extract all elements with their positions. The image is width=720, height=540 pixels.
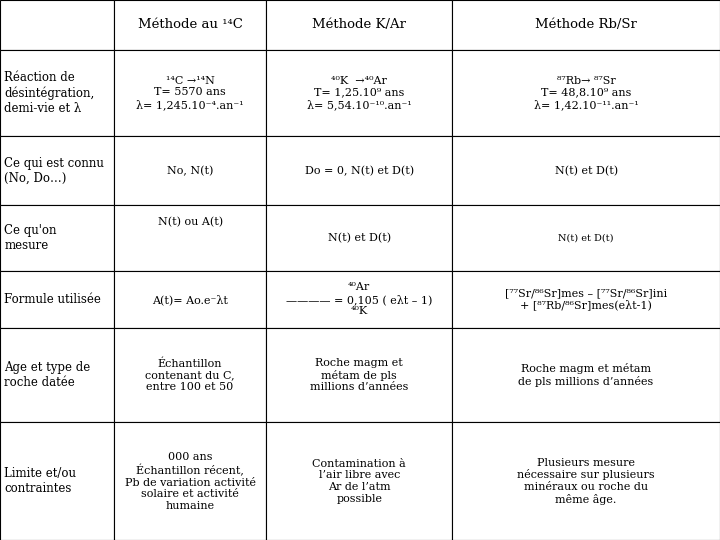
Text: N(t) et D(t): N(t) et D(t): [554, 165, 618, 176]
Text: Méthode au ¹⁴C: Méthode au ¹⁴C: [138, 18, 243, 31]
Text: 000 ans
Échantillon récent,
Pb de variation activité
solaire et activité
humaine: 000 ans Échantillon récent, Pb de variat…: [125, 451, 256, 511]
Bar: [0, 50, 114, 136]
Text: ⁴⁰Ar
———— = 0,105 ( eλt – 1)
⁴⁰K: ⁴⁰Ar ———— = 0,105 ( eλt – 1) ⁴⁰K: [286, 282, 433, 316]
Text: Formule utilisée: Formule utilisée: [4, 293, 102, 306]
Text: Plusieurs mesure
nécessaire sur plusieurs
minéraux ou roche du
même âge.: Plusieurs mesure nécessaire sur plusieur…: [517, 457, 655, 505]
Text: Limite et/ou
contraintes: Limite et/ou contraintes: [4, 467, 76, 495]
Bar: [452, 271, 720, 328]
Bar: [114, 328, 266, 422]
Bar: [0, 271, 114, 328]
Text: Méthode K/Ar: Méthode K/Ar: [312, 18, 406, 31]
Text: [⁷⁷Sr/⁸⁶Sr]mes – [⁷⁷Sr/⁸⁶Sr]ini
+ [⁸⁷Rb/⁸⁶Sr]mes(eλt-1): [⁷⁷Sr/⁸⁶Sr]mes – [⁷⁷Sr/⁸⁶Sr]ini + [⁸⁷Rb/…: [505, 288, 667, 310]
Bar: [452, 136, 720, 205]
Bar: [266, 205, 452, 271]
Bar: [266, 136, 452, 205]
Text: No, N(t): No, N(t): [167, 165, 213, 176]
Bar: [114, 0, 266, 50]
Bar: [0, 0, 114, 50]
Text: Roche magm et
métam de pls
millions d’années: Roche magm et métam de pls millions d’an…: [310, 358, 408, 392]
Bar: [452, 50, 720, 136]
Bar: [0, 422, 114, 540]
Text: Réaction de
désintégration,
demi-vie et λ: Réaction de désintégration, demi-vie et …: [4, 71, 94, 114]
Text: N(t) et D(t): N(t) et D(t): [558, 234, 614, 242]
Text: Age et type de
roche datée: Age et type de roche datée: [4, 361, 91, 389]
Text: N(t) et D(t): N(t) et D(t): [328, 233, 391, 244]
Bar: [0, 136, 114, 205]
Bar: [266, 0, 452, 50]
Text: ⁸⁷Rb→ ⁸⁷Sr
T= 48,8.10⁹ ans
λ= 1,42.10⁻¹¹.an⁻¹: ⁸⁷Rb→ ⁸⁷Sr T= 48,8.10⁹ ans λ= 1,42.10⁻¹¹…: [534, 76, 639, 110]
Bar: [452, 205, 720, 271]
Text: Roche magm et métam
de pls millions d’années: Roche magm et métam de pls millions d’an…: [518, 363, 654, 387]
Bar: [266, 271, 452, 328]
Text: Échantillon
contenant du C,
entre 100 et 50: Échantillon contenant du C, entre 100 et…: [145, 358, 235, 392]
Text: Contamination à
l’air libre avec
Ar de l’atm
possible: Contamination à l’air libre avec Ar de l…: [312, 459, 406, 503]
Bar: [266, 422, 452, 540]
Bar: [0, 328, 114, 422]
Text: Ce qui est connu
(No, Do…): Ce qui est connu (No, Do…): [4, 157, 104, 185]
Bar: [452, 0, 720, 50]
Text: A(t)= Ao.e⁻λt: A(t)= Ao.e⁻λt: [152, 294, 228, 305]
Bar: [114, 136, 266, 205]
Bar: [266, 50, 452, 136]
Bar: [452, 328, 720, 422]
Bar: [266, 328, 452, 422]
Text: ¹⁴C →¹⁴N
T= 5570 ans
λ= 1,245.10⁻⁴.an⁻¹: ¹⁴C →¹⁴N T= 5570 ans λ= 1,245.10⁻⁴.an⁻¹: [136, 76, 244, 110]
Bar: [114, 50, 266, 136]
Bar: [114, 422, 266, 540]
Text: Méthode Rb/Sr: Méthode Rb/Sr: [535, 18, 637, 31]
Text: N(t) ou A(t): N(t) ou A(t): [158, 217, 222, 227]
Text: ⁴⁰K  →⁴⁰Ar
T= 1,25.10⁹ ans
λ= 5,54.10⁻¹⁰.an⁻¹: ⁴⁰K →⁴⁰Ar T= 1,25.10⁹ ans λ= 5,54.10⁻¹⁰.…: [307, 76, 412, 110]
Text: Ce qu'on
mesure: Ce qu'on mesure: [4, 224, 57, 252]
Text: Do = 0, N(t) et D(t): Do = 0, N(t) et D(t): [305, 165, 414, 176]
Bar: [452, 422, 720, 540]
Bar: [114, 271, 266, 328]
Bar: [0, 205, 114, 271]
Bar: [114, 205, 266, 271]
